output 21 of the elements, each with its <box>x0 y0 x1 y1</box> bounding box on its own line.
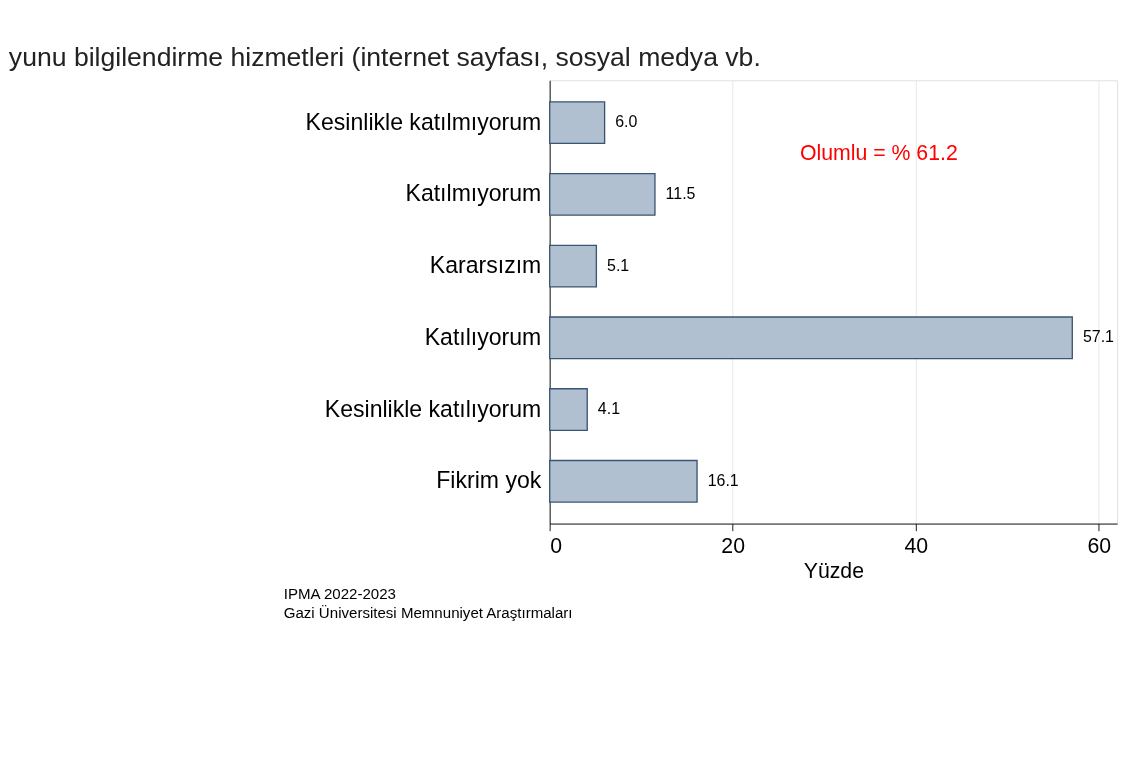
data-label: 11.5 <box>665 184 696 202</box>
x-tick-label: 0 <box>550 534 562 559</box>
y-tick-label: Fikrim yok <box>436 467 542 494</box>
y-tick-label: Kesinlikle katılmıyorum <box>305 108 542 135</box>
data-label: 5.1 <box>607 256 630 274</box>
y-tick-label: Katılıyorum <box>424 323 542 350</box>
x-tick-label: 60 <box>1087 534 1112 559</box>
data-label: 4.1 <box>597 400 621 417</box>
x-tick-label: 20 <box>721 534 746 559</box>
y-tick-label: Kararsızım <box>429 252 542 279</box>
text: IPMA 2022-2023 <box>283 584 396 602</box>
y-tick-label: Katılmıyorum <box>405 180 542 207</box>
data-label: 57.1 <box>1082 328 1115 346</box>
data-label: 16.1 <box>707 471 739 489</box>
annotation: Olumlu = % 61.2 <box>799 140 958 165</box>
chart-title: yunu bilgilendirme hizmetleri (internet sayfası, sosyal medya vb. <box>8 42 761 73</box>
y-tick-label: Kesinlikle katılıyorum <box>324 395 542 422</box>
x-tick-label: 40 <box>904 534 929 559</box>
x-axis-title: Yüzde <box>803 559 865 584</box>
data-label: 6.0 <box>615 113 638 131</box>
text: Gazi Üniversitesi Memnuniyet Araştırmaları <box>283 604 573 622</box>
